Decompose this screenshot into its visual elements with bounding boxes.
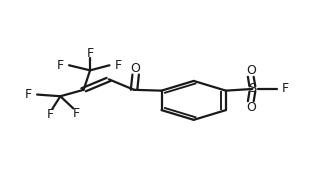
Text: F: F [47,108,54,121]
Text: F: F [115,59,122,72]
Text: O: O [246,64,256,77]
Text: F: F [86,47,94,60]
Text: O: O [131,62,141,75]
Text: S: S [248,82,257,95]
Text: F: F [56,59,64,72]
Text: F: F [282,82,289,95]
Text: O: O [246,101,256,114]
Text: F: F [24,88,32,101]
Text: F: F [73,107,80,120]
